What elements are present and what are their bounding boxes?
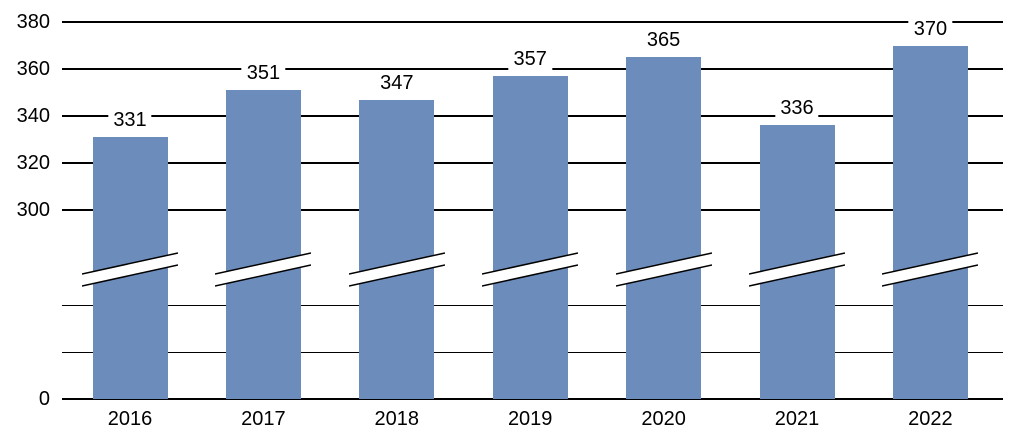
x-axis-tick-label: 2016 bbox=[107, 408, 153, 430]
bar-2019 bbox=[492, 76, 568, 399]
y-axis-tick-label: 340 bbox=[16, 105, 50, 127]
x-axis-tick-label: 2018 bbox=[374, 408, 420, 430]
y-axis-tick-label: 300 bbox=[16, 199, 50, 221]
y-axis-tick-label: 380 bbox=[16, 11, 50, 33]
y-axis-tick-label: 0 bbox=[38, 388, 50, 410]
bar-2018 bbox=[359, 99, 435, 399]
bar-2020 bbox=[626, 57, 702, 399]
y-axis-tick-label: 320 bbox=[16, 152, 50, 174]
x-axis-tick-label: 2017 bbox=[241, 408, 286, 430]
bar-value-label: 347 bbox=[375, 71, 419, 95]
x-axis-line bbox=[62, 398, 1003, 400]
bar-value-label: 336 bbox=[775, 97, 819, 121]
bar-2022 bbox=[892, 45, 968, 399]
bar-value-label: 370 bbox=[908, 17, 953, 41]
bar-2017 bbox=[225, 90, 301, 399]
bar-value-label: 357 bbox=[508, 48, 552, 72]
bar-2016 bbox=[92, 137, 168, 399]
y-axis-tick-label: 360 bbox=[16, 58, 50, 80]
x-axis-tick-label: 2021 bbox=[774, 408, 820, 430]
gridline bbox=[62, 21, 1003, 23]
bar-value-label: 365 bbox=[641, 29, 686, 53]
bar-2021 bbox=[759, 125, 835, 399]
x-axis-tick-label: 2019 bbox=[507, 408, 553, 430]
bar-value-label: 351 bbox=[241, 62, 286, 86]
x-axis-tick-label: 2020 bbox=[641, 408, 686, 430]
x-axis-tick-label: 2022 bbox=[908, 408, 953, 430]
bar-value-label: 331 bbox=[108, 109, 152, 133]
